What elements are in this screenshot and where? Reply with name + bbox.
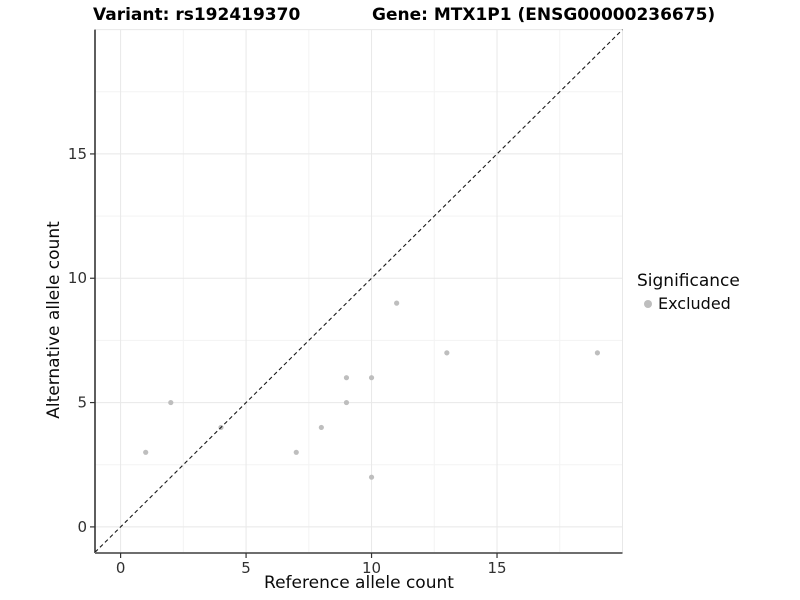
identity-line: [94, 29, 623, 553]
x-tick-label: 5: [241, 559, 251, 577]
data-point: [293, 449, 299, 455]
legend-item-excluded: Excluded: [637, 294, 740, 313]
data-point: [368, 375, 375, 381]
data-point: [594, 350, 601, 356]
data-point: [343, 375, 350, 381]
y-tick-label: 5: [77, 394, 87, 412]
y-axis-title: Alternative allele count: [44, 221, 64, 419]
data-point: [143, 449, 149, 455]
data-point: [343, 399, 350, 406]
legend: Significance Excluded: [637, 271, 740, 313]
x-tick-label: 15: [487, 559, 506, 577]
gene-title: Gene: MTX1P1 (ENSG00000236675): [372, 5, 716, 25]
legend-point-icon: [644, 299, 652, 308]
data-point: [168, 399, 174, 406]
x-axis-title: Reference allele count: [264, 573, 454, 593]
data-point: [318, 424, 324, 431]
y-tick-label: 0: [77, 518, 87, 536]
x-tick-label: 10: [362, 559, 381, 577]
legend-item-label: Excluded: [658, 294, 731, 313]
y-tick-label: 10: [68, 269, 87, 287]
variant-title: Variant: rs192419370: [93, 5, 301, 25]
y-tick-label: 15: [68, 145, 87, 163]
data-point: [444, 350, 450, 356]
x-tick-label: 0: [116, 559, 126, 577]
data-point: [368, 474, 375, 480]
legend-title: Significance: [637, 271, 740, 291]
data-point: [394, 300, 400, 306]
